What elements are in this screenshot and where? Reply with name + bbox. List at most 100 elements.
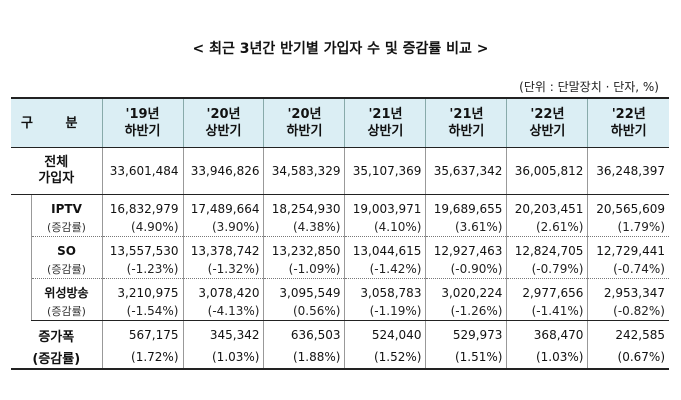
rate-cell: (1.72%) <box>101 346 183 370</box>
rate-cell: (1.03%) <box>506 346 588 370</box>
header-year: '22년 <box>530 107 565 122</box>
rate-cell: (-0.79%) <box>506 260 588 279</box>
table-title: < 최근 3년간 반기별 가입자 수 및 증감률 비교 > <box>192 41 489 57</box>
table-cell: 2,953,347 <box>587 278 669 302</box>
header-year: '19년 <box>125 107 160 122</box>
rate-cell: (-1.42%) <box>344 260 426 279</box>
table-cell: 345,342 <box>182 320 264 346</box>
increase-row: 증가폭 567,175 345,342 636,503 524,040 529,… <box>11 320 669 346</box>
header-half: 하반기 <box>610 124 647 139</box>
table-cell: 19,003,971 <box>344 194 426 218</box>
header-half: 하반기 <box>124 124 161 139</box>
rate-cell: (-1.23%) <box>101 260 183 279</box>
table-row-satellite: 위성방송 3,210,975 3,078,420 3,095,549 3,058… <box>11 278 669 302</box>
rate-cell: (-4.13%) <box>182 302 264 321</box>
row-label: SO <box>30 236 103 260</box>
table-cell: 3,095,549 <box>263 278 345 302</box>
row-sub-label: (증감률) <box>30 302 103 321</box>
rate-cell: (4.90%) <box>101 218 183 237</box>
header-year: '22년 <box>611 107 646 122</box>
unit-note: (단위 : 단말장치 · 단자, %) <box>519 80 659 94</box>
table-cell: 33,946,826 <box>182 147 264 195</box>
rate-cell: (1.79%) <box>587 218 669 237</box>
table-cell: 13,557,530 <box>101 236 183 260</box>
table-row-so: SO 13,557,530 13,378,742 13,232,850 13,0… <box>11 236 669 260</box>
table-cell: 567,175 <box>101 320 183 346</box>
row-label: IPTV <box>30 194 103 218</box>
rate-cell: (-1.09%) <box>263 260 345 279</box>
table-row-iptv: IPTV 16,832,979 17,489,664 18,254,930 19… <box>11 194 669 218</box>
rate-cell: (-0.74%) <box>587 260 669 279</box>
header-half: 하반기 <box>448 124 485 139</box>
rate-cell: (2.61%) <box>506 218 588 237</box>
table-cell: 20,565,609 <box>587 194 669 218</box>
table-cell: 636,503 <box>263 320 345 346</box>
rate-cell: (3.90%) <box>182 218 264 237</box>
indent-spacer <box>11 195 31 321</box>
table-cell: 35,637,342 <box>425 147 507 195</box>
rate-cell: (4.10%) <box>344 218 426 237</box>
table-cell: 12,729,441 <box>587 236 669 260</box>
table-cell: 20,203,451 <box>506 194 588 218</box>
table-cell: 13,232,850 <box>263 236 345 260</box>
increase-sub-label: (증감률) <box>11 346 103 370</box>
table-cell: 34,583,329 <box>263 147 345 195</box>
table-cell: 368,470 <box>506 320 588 346</box>
row-sub-label: (증감률) <box>30 218 103 237</box>
table-cell: 2,977,656 <box>506 278 588 302</box>
total-label-line1: 전체 <box>44 155 69 170</box>
table-cell: 33,601,484 <box>101 147 183 195</box>
table-cell: 3,078,420 <box>182 278 264 302</box>
table-cell: 242,585 <box>587 320 669 346</box>
header-year: '20년 <box>287 107 322 122</box>
row-label: 위성방송 <box>30 278 103 302</box>
table-cell: 3,020,224 <box>425 278 507 302</box>
table-cell: 3,210,975 <box>101 278 183 302</box>
rate-cell: (-1.19%) <box>344 302 426 321</box>
table-cell: 19,689,655 <box>425 194 507 218</box>
table-cell: 36,248,397 <box>587 147 669 195</box>
table-cell: 13,044,615 <box>344 236 426 260</box>
rate-cell: (0.56%) <box>263 302 345 321</box>
header-year: '21년 <box>368 107 403 122</box>
table-row-so-rate: (증감률) (-1.23%) (-1.32%) (-1.09%) (-1.42%… <box>11 260 669 279</box>
increase-label: 증가폭 <box>38 329 75 345</box>
rate-cell: (0.67%) <box>587 346 669 370</box>
rate-cell: (-0.90%) <box>425 260 507 279</box>
header-half: 하반기 <box>286 124 323 139</box>
rate-cell: (1.88%) <box>263 346 345 370</box>
row-sub-label: (증감률) <box>30 260 103 279</box>
header-half: 상반기 <box>529 124 566 139</box>
table-cell: 18,254,930 <box>263 194 345 218</box>
rate-cell: (-1.26%) <box>425 302 507 321</box>
table-cell: 12,927,463 <box>425 236 507 260</box>
total-row: 전체 가입자 33,601,484 33,946,826 34,583,329 3… <box>11 147 669 195</box>
increase-rate-row: (증감률) (1.72%) (1.03%) (1.88%) (1.52%) (1… <box>11 346 669 370</box>
rate-cell: (3.61%) <box>425 218 507 237</box>
header-col-2: '20년 상반기 <box>182 97 264 148</box>
header-half: 상반기 <box>205 124 242 139</box>
table-cell: 13,378,742 <box>182 236 264 260</box>
rate-cell: (-0.82%) <box>587 302 669 321</box>
total-label: 전체 가입자 <box>11 147 103 195</box>
table-cell: 35,107,369 <box>344 147 426 195</box>
table-cell: 524,040 <box>344 320 426 346</box>
table-cell: 16,832,979 <box>101 194 183 218</box>
header-half: 상반기 <box>367 124 404 139</box>
table-row-iptv-rate: (증감률) (4.90%) (3.90%) (4.38%) (4.10%) (3… <box>11 218 669 237</box>
table-cell: 529,973 <box>425 320 507 346</box>
rate-cell: (-1.41%) <box>506 302 588 321</box>
header-label: 구 분 <box>11 97 103 148</box>
table-cell: 12,824,705 <box>506 236 588 260</box>
rate-cell: (4.38%) <box>263 218 345 237</box>
header-year: '21년 <box>449 107 484 122</box>
rate-cell: (-1.32%) <box>182 260 264 279</box>
